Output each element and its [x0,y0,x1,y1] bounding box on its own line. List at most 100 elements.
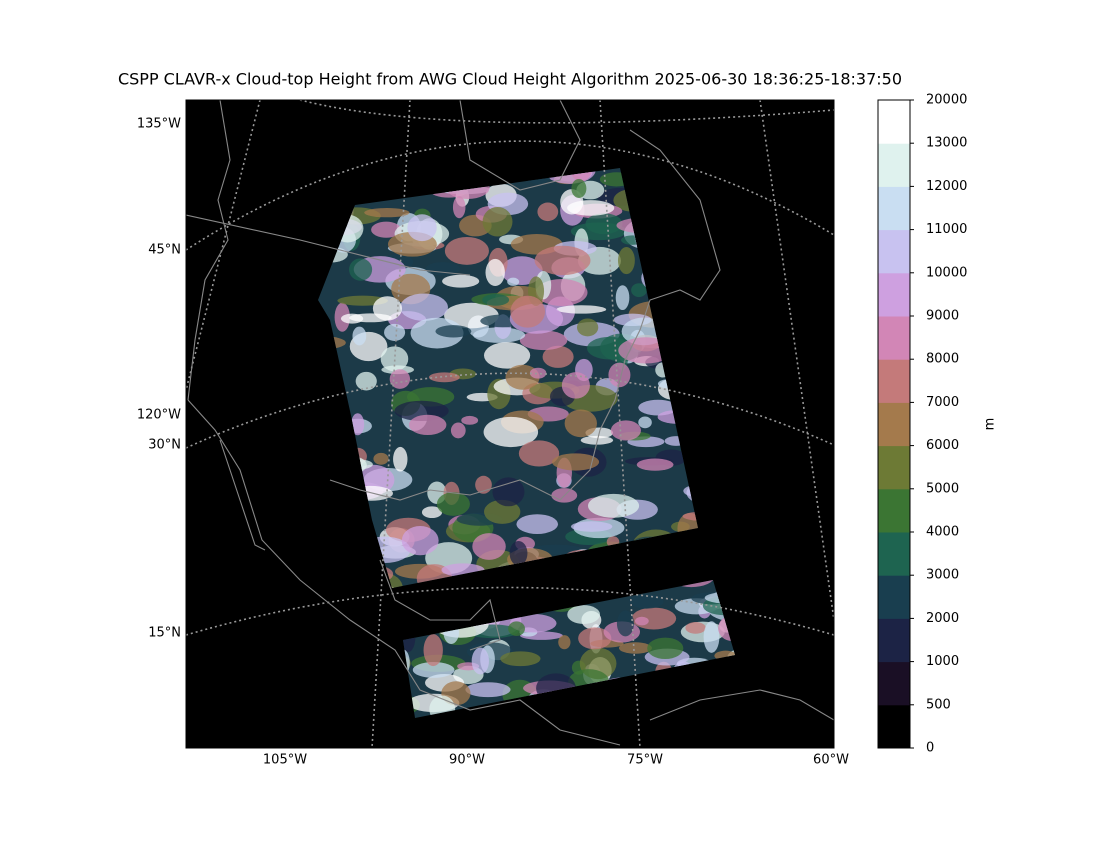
colorbar-tick-label: 12000 [926,179,967,194]
cloud-patch [629,594,664,609]
cloud-patch [571,178,587,198]
colorbar-frame [877,99,911,749]
cloud-patch [352,326,367,346]
cloud-patch [617,246,635,275]
colorbar-segment [878,186,910,231]
graticule [599,100,641,748]
map-lines [186,100,834,748]
coastline [379,559,501,651]
cloud-patch [444,236,489,265]
cloud-patch [425,262,461,276]
cloud-patch [364,208,410,218]
cloud-patch [558,635,571,650]
colorbar-segment [878,272,910,317]
colorbar-segment [878,704,910,749]
cloud-patch [412,662,455,678]
cloud-patch [587,493,640,518]
cloud-patch [400,293,448,321]
cloud-patch [355,371,377,391]
lat-label: 45°N [148,243,181,258]
cloud-patch [564,409,597,438]
cloud-patch [408,414,447,435]
cloud-patch [393,446,408,472]
cloud-patch [461,415,479,425]
cloud-patch [703,621,720,653]
cloud-patch [576,318,599,337]
coastline [329,129,721,501]
colorbar-tick-label: 9000 [926,309,959,324]
cloud-patch [551,453,600,471]
cloud-patch [384,323,406,341]
cloud-patch [483,342,531,369]
colorbar-segment [878,488,910,533]
colorbar-segment [878,532,910,576]
cloud-patch [507,277,520,286]
cloud-patch [373,452,389,465]
colorbar-tick-label: 7000 [926,395,959,410]
colorbar-segment [878,359,910,403]
cloud-patch [610,420,641,441]
colorbar-tick-label: 11000 [926,222,967,237]
cloud-patch [500,651,541,667]
colorbar-segment [878,316,910,360]
cloud-patch [482,294,510,306]
cloud-patch [472,533,506,560]
colorbar-segment [878,618,910,663]
cloud-patch [636,458,674,471]
lat-label: 30°N [148,438,181,453]
colorbar-tick-label: 6000 [926,438,959,453]
colorbar-tick-label: 3000 [926,568,959,583]
cloud-patch [529,367,547,379]
colorbar-tick-label: 1000 [926,654,959,669]
cloud-patch [351,413,365,436]
cloud-patch [561,372,590,399]
cloud-patch [452,196,466,219]
coastline [187,399,621,746]
colorbar-segment [878,143,910,187]
cloud-patch [423,634,443,667]
chart-title: CSPP CLAVR-x Cloud-top Height from AWG C… [118,70,902,89]
cloud-patch [465,682,511,698]
coastline [219,439,266,551]
cloud-patch [508,621,525,636]
graticule [299,100,834,124]
cloud-patch [685,622,706,634]
colorbar-tick-label: 8000 [926,352,959,367]
colorbar-tick-label: 10000 [926,265,967,280]
cloud-patch [421,506,443,519]
cloud-patch [389,369,411,389]
colorbar-tick-label: 0 [926,741,934,756]
map-frame [185,99,835,749]
cloud-patch [407,214,437,242]
cloud-patch [585,213,623,235]
cloud-patch [401,525,439,556]
cloud-patch [634,616,649,626]
cloud-patch [516,514,559,534]
lat-label: 120°W [137,408,181,423]
cloud-patch [616,610,634,637]
cloud-patch [442,274,480,288]
lon-label: 105°W [263,753,307,768]
colorbar-tick-label: 4000 [926,525,959,540]
coastline [649,689,834,721]
cloud-patch [372,296,403,321]
colorbar-segment [878,100,910,144]
cloud-patch [569,168,593,182]
graticule [371,100,411,748]
cloud-patch [608,362,631,388]
colorbar-segment [878,402,910,447]
cloud-patch [570,521,613,532]
colorbar-label: m [983,418,998,431]
cloud-patch [428,372,460,383]
cloud-patch [542,345,574,368]
colorbar-tick-label: 13000 [926,136,967,151]
cloud-patch [509,540,528,566]
lat-label: 135°W [137,117,181,132]
lon-label: 75°W [627,753,663,768]
colorbar-segment [878,445,910,490]
cloud-patch [450,422,466,439]
cloud-patch [537,202,559,222]
colorbar: 0 500 1000 2000 3000 4000 5000 6000 7000 8000 9000… [877,93,967,756]
colorbar-segment [878,575,910,619]
